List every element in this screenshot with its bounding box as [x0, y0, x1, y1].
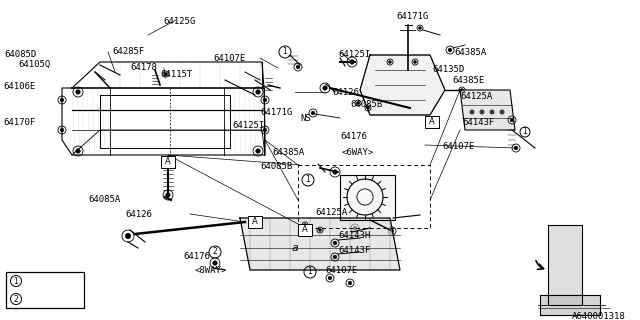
Text: 64107E: 64107E [442, 142, 474, 151]
Circle shape [60, 128, 64, 132]
Polygon shape [240, 218, 400, 270]
Text: 64107E: 64107E [325, 266, 357, 275]
Circle shape [256, 90, 260, 94]
Text: 64085D: 64085D [4, 50, 36, 59]
Circle shape [263, 128, 267, 132]
Text: 64126: 64126 [125, 210, 152, 219]
FancyBboxPatch shape [425, 116, 439, 128]
Text: 64125A: 64125A [315, 208, 348, 217]
FancyBboxPatch shape [248, 216, 262, 228]
Text: 2: 2 [13, 294, 19, 303]
Text: 1: 1 [306, 175, 310, 185]
Text: 64176: 64176 [340, 132, 367, 141]
Circle shape [356, 102, 359, 104]
Polygon shape [360, 55, 445, 115]
Text: 64285F: 64285F [112, 47, 144, 56]
Text: <6WAY>: <6WAY> [342, 148, 374, 157]
Text: 64085B: 64085B [350, 100, 382, 109]
Text: 64125A: 64125A [460, 92, 492, 101]
Text: 1: 1 [283, 47, 287, 57]
Text: 64385C: 64385C [29, 276, 61, 285]
Circle shape [388, 61, 391, 63]
Text: 64085A: 64085A [88, 195, 120, 204]
Circle shape [461, 89, 463, 91]
Text: 64135D: 64135D [432, 65, 464, 74]
Circle shape [333, 255, 337, 259]
Circle shape [76, 90, 80, 94]
Text: 64125G: 64125G [163, 17, 195, 26]
Text: 64143F: 64143F [462, 118, 494, 127]
Text: 64106E: 64106E [3, 82, 35, 91]
Circle shape [212, 261, 217, 265]
Circle shape [448, 48, 452, 52]
Polygon shape [540, 295, 600, 315]
Text: A: A [165, 157, 171, 166]
Circle shape [263, 98, 267, 102]
Circle shape [481, 111, 483, 113]
Text: A640001318: A640001318 [572, 312, 626, 320]
Text: 1: 1 [13, 276, 19, 285]
Text: 64105Q: 64105Q [18, 60, 51, 69]
Text: 64171G: 64171G [260, 108, 292, 117]
Text: 64176: 64176 [183, 252, 210, 261]
Circle shape [296, 65, 300, 69]
Circle shape [367, 107, 369, 109]
Circle shape [353, 226, 357, 230]
Polygon shape [548, 225, 582, 305]
Text: 64385G: 64385G [29, 294, 61, 303]
Text: 1: 1 [308, 268, 312, 276]
Circle shape [166, 193, 170, 197]
Text: 64143F: 64143F [338, 246, 371, 255]
Circle shape [348, 281, 352, 285]
Circle shape [514, 146, 518, 150]
Text: 64107E: 64107E [213, 54, 245, 63]
Text: 2: 2 [212, 247, 218, 257]
Circle shape [501, 111, 503, 113]
Text: 64178: 64178 [130, 63, 157, 72]
Text: 64125I: 64125I [338, 50, 371, 59]
Text: 64115T: 64115T [160, 70, 192, 79]
FancyBboxPatch shape [161, 156, 175, 168]
Circle shape [413, 61, 417, 63]
Circle shape [471, 111, 473, 113]
Circle shape [319, 229, 321, 231]
Circle shape [303, 224, 307, 226]
Text: 64171G: 64171G [396, 12, 428, 21]
Circle shape [510, 118, 514, 122]
Polygon shape [460, 90, 515, 130]
Text: 64385A: 64385A [454, 48, 486, 57]
Circle shape [390, 229, 394, 233]
Circle shape [333, 241, 337, 245]
Text: NS: NS [300, 114, 311, 123]
Text: 64385A: 64385A [272, 148, 304, 157]
FancyBboxPatch shape [6, 272, 84, 308]
Circle shape [164, 73, 167, 75]
Text: A: A [302, 226, 308, 235]
Circle shape [328, 276, 332, 280]
Text: 64125I: 64125I [232, 121, 264, 130]
Text: 64143H: 64143H [338, 231, 371, 240]
Circle shape [349, 60, 355, 64]
Circle shape [76, 149, 80, 153]
Circle shape [333, 170, 337, 174]
Text: 64170F: 64170F [3, 118, 35, 127]
Circle shape [491, 111, 493, 113]
Text: 64126: 64126 [332, 88, 359, 97]
Text: <8WAY>: <8WAY> [195, 266, 227, 275]
Circle shape [311, 111, 315, 115]
Circle shape [323, 86, 327, 90]
Text: a: a [292, 243, 298, 253]
Text: A: A [252, 218, 258, 227]
Circle shape [419, 27, 421, 29]
Circle shape [256, 149, 260, 153]
Text: 64085B: 64085B [260, 162, 292, 171]
Circle shape [125, 233, 131, 239]
Polygon shape [340, 175, 395, 220]
Circle shape [60, 98, 64, 102]
FancyBboxPatch shape [298, 224, 312, 236]
Text: 64385E: 64385E [452, 76, 484, 85]
Text: A: A [429, 117, 435, 126]
Text: 1: 1 [523, 127, 527, 137]
